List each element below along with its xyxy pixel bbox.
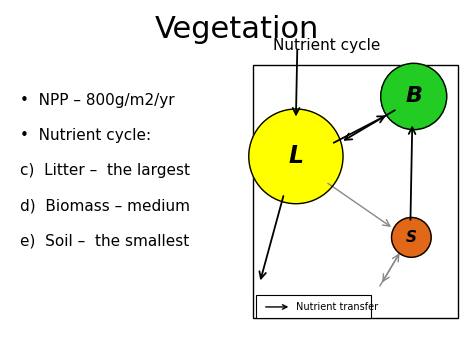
Text: Nutrient transfer: Nutrient transfer	[296, 302, 378, 312]
Ellipse shape	[249, 109, 343, 204]
Text: Vegetation: Vegetation	[155, 16, 319, 44]
Bar	[254, 65, 458, 318]
Ellipse shape	[381, 63, 447, 130]
Text: e)  Soil –  the smallest: e) Soil – the smallest	[20, 233, 190, 248]
Text: c)  Litter –  the largest: c) Litter – the largest	[20, 163, 190, 178]
Bar	[256, 295, 371, 318]
Text: •  NPP – 800g/m2/yr: • NPP – 800g/m2/yr	[20, 93, 175, 108]
Text: L: L	[288, 144, 303, 168]
Text: Nutrient cycle: Nutrient cycle	[273, 38, 380, 53]
Text: •  Nutrient cycle:: • Nutrient cycle:	[20, 128, 151, 143]
Text: S: S	[406, 230, 417, 245]
Ellipse shape	[392, 218, 431, 257]
Text: B: B	[405, 87, 422, 106]
Text: d)  Biomass – medium: d) Biomass – medium	[20, 198, 190, 213]
